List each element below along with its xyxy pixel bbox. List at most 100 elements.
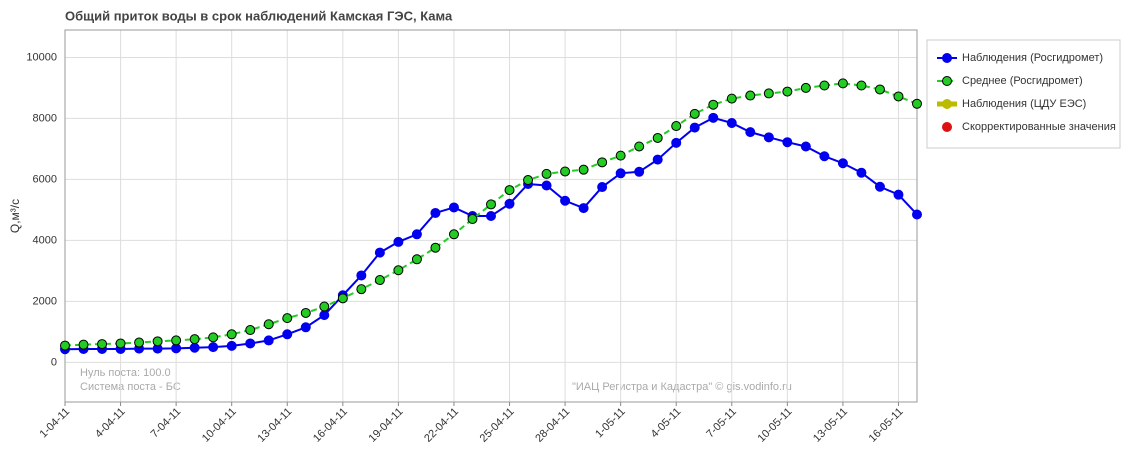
data-point bbox=[597, 157, 608, 168]
data-point bbox=[356, 284, 367, 295]
annotation: Нуль поста: 100.0 bbox=[80, 367, 171, 379]
data-point bbox=[152, 336, 163, 347]
data-point bbox=[115, 338, 126, 349]
y-tick-label: 4000 bbox=[33, 234, 57, 246]
y-tick-label: 6000 bbox=[33, 173, 57, 185]
data-point bbox=[134, 337, 145, 348]
data-point bbox=[171, 335, 182, 346]
data-point bbox=[652, 132, 663, 143]
data-point bbox=[782, 86, 793, 97]
legend-marker bbox=[942, 122, 952, 132]
data-point bbox=[856, 167, 867, 178]
data-point bbox=[337, 293, 348, 304]
data-point bbox=[634, 141, 645, 152]
data-point bbox=[856, 80, 867, 91]
data-point bbox=[800, 82, 811, 93]
data-point bbox=[208, 342, 219, 353]
data-point bbox=[374, 275, 385, 286]
data-point bbox=[726, 93, 737, 104]
legend-label: Наблюдения (ЦДУ ЕЭС) bbox=[962, 98, 1086, 110]
data-point bbox=[300, 307, 311, 318]
x-tick-label: 4-05-11 bbox=[649, 406, 684, 441]
data-point bbox=[300, 322, 311, 333]
y-tick-label: 10000 bbox=[26, 51, 57, 63]
x-tick-label: 4-04-11 bbox=[93, 406, 128, 441]
data-point bbox=[671, 121, 682, 132]
data-point bbox=[393, 236, 404, 247]
data-point bbox=[467, 214, 478, 225]
data-point bbox=[578, 203, 589, 214]
data-point bbox=[615, 168, 626, 179]
data-point bbox=[319, 301, 330, 312]
data-point bbox=[411, 229, 422, 240]
data-point bbox=[912, 209, 922, 220]
data-point bbox=[726, 118, 737, 128]
data-point bbox=[893, 91, 904, 102]
data-point bbox=[78, 339, 89, 350]
data-point bbox=[874, 84, 885, 95]
data-point bbox=[226, 329, 237, 340]
data-point bbox=[60, 340, 70, 351]
data-point bbox=[97, 339, 108, 350]
data-point bbox=[819, 80, 830, 91]
data-point bbox=[912, 98, 922, 109]
x-tick-label: 28-04-11 bbox=[533, 406, 572, 445]
data-point bbox=[411, 254, 422, 265]
data-point bbox=[671, 137, 682, 148]
legend-label: Наблюдения (Росгидромет) bbox=[962, 52, 1103, 64]
data-point bbox=[837, 158, 848, 169]
x-tick-label: 16-05-11 bbox=[867, 406, 906, 445]
x-tick-label: 1-05-11 bbox=[593, 406, 628, 441]
data-point bbox=[578, 164, 589, 175]
x-tick-label: 25-04-11 bbox=[478, 406, 517, 445]
data-point bbox=[763, 88, 774, 99]
data-point bbox=[393, 265, 404, 276]
data-point bbox=[560, 195, 571, 206]
legend-marker bbox=[942, 99, 952, 109]
data-point bbox=[282, 329, 293, 340]
data-point bbox=[689, 122, 700, 133]
legend-label: Скорректированные значения bbox=[962, 121, 1116, 133]
y-tick-label: 8000 bbox=[33, 112, 57, 124]
data-point bbox=[189, 334, 200, 345]
x-tick-label: 1-04-11 bbox=[37, 406, 72, 441]
x-tick-label: 16-04-11 bbox=[311, 406, 350, 445]
data-point bbox=[782, 137, 793, 148]
data-point bbox=[263, 319, 274, 330]
data-point bbox=[448, 229, 459, 240]
data-point bbox=[504, 185, 515, 196]
y-tick-label: 0 bbox=[51, 356, 57, 368]
data-point bbox=[486, 211, 496, 221]
data-point bbox=[819, 151, 830, 162]
data-point bbox=[541, 168, 552, 179]
data-point bbox=[430, 242, 441, 253]
data-point bbox=[615, 150, 626, 161]
data-point bbox=[634, 166, 645, 177]
data-point bbox=[597, 182, 608, 193]
data-point bbox=[374, 247, 385, 258]
chart-title: Общий приток воды в срок наблюдений Камс… bbox=[65, 8, 453, 23]
series-line bbox=[64, 116, 918, 351]
data-point bbox=[282, 313, 293, 324]
legend-box bbox=[926, 39, 1121, 149]
data-point bbox=[523, 175, 534, 186]
data-point bbox=[560, 166, 571, 177]
data-point bbox=[189, 342, 200, 353]
data-point bbox=[800, 141, 811, 152]
x-tick-label: 13-05-11 bbox=[811, 406, 850, 445]
data-point bbox=[263, 335, 274, 346]
legend-label: Среднее (Росгидромет) bbox=[962, 75, 1083, 87]
annotation: Система поста - БС bbox=[80, 381, 181, 393]
data-point bbox=[689, 108, 700, 119]
data-point bbox=[245, 338, 256, 349]
y-tick-label: 2000 bbox=[33, 295, 57, 307]
annotation: "ИАЦ Регистра и Кадастра" © gis.vodinfo.… bbox=[572, 381, 792, 393]
x-tick-label: 7-04-11 bbox=[149, 406, 184, 441]
data-point bbox=[448, 202, 459, 213]
legend-marker bbox=[942, 53, 952, 63]
legend-marker bbox=[942, 76, 952, 86]
data-point bbox=[893, 189, 904, 200]
x-tick-label: 10-04-11 bbox=[200, 406, 239, 445]
data-point bbox=[319, 310, 330, 321]
